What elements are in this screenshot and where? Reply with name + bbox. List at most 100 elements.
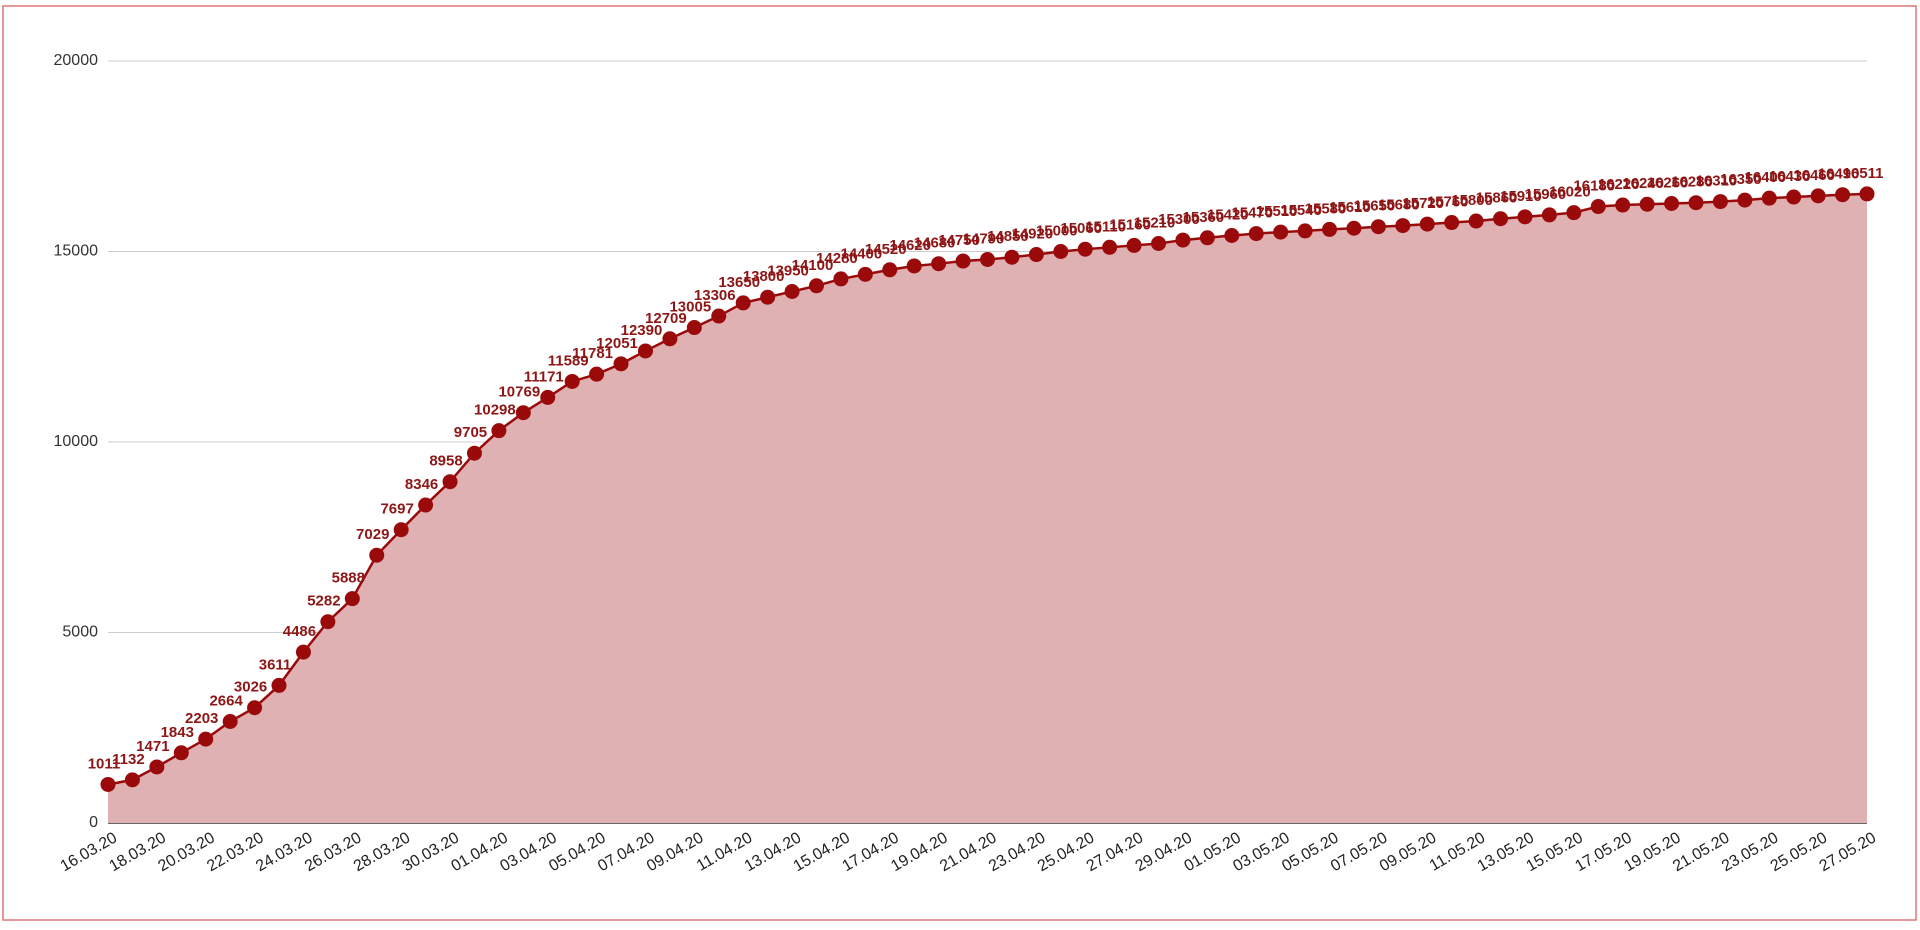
- point: [1077, 241, 1093, 257]
- point: [198, 731, 214, 747]
- data-label: 15960: [1525, 186, 1567, 203]
- data-label: 12051: [596, 335, 638, 352]
- data-label: 11589: [548, 352, 589, 369]
- point: [1273, 224, 1289, 240]
- data-label: 15110: [1085, 218, 1126, 235]
- point: [344, 591, 360, 607]
- point: [271, 677, 287, 693]
- data-label: 15060: [1060, 220, 1102, 237]
- point: [589, 366, 605, 382]
- data-label: 15470: [1231, 205, 1273, 222]
- point: [1297, 223, 1313, 239]
- point: [1395, 218, 1411, 234]
- data-label: 14100: [792, 257, 834, 274]
- data-label: 11171: [524, 368, 564, 385]
- data-label: 15420: [1207, 206, 1249, 223]
- point: [1346, 220, 1362, 236]
- point: [808, 278, 824, 294]
- point: [735, 295, 751, 311]
- y-tick-label: 0: [89, 814, 98, 831]
- point: [613, 356, 629, 372]
- point: [466, 445, 482, 461]
- data-label: 15860: [1476, 190, 1518, 207]
- point: [1517, 209, 1533, 225]
- data-label: 1011: [88, 755, 121, 772]
- data-label: 15540: [1280, 202, 1322, 219]
- data-label: 14400: [840, 245, 882, 262]
- point: [564, 373, 580, 389]
- y-tick-label: 20000: [54, 52, 99, 69]
- point: [1590, 199, 1606, 215]
- data-label: 7697: [380, 501, 413, 518]
- data-label: 16430: [1769, 168, 1811, 185]
- point: [931, 256, 947, 272]
- x-tick-label: 09.05.20: [1377, 829, 1440, 875]
- point: [1664, 195, 1680, 211]
- data-label: 15510: [1256, 203, 1298, 220]
- point: [637, 343, 653, 359]
- data-label: 14280: [816, 250, 858, 267]
- point: [1835, 187, 1851, 203]
- point: [1615, 197, 1631, 213]
- data-label: 3611: [259, 656, 292, 673]
- point: [369, 547, 385, 563]
- data-label: 16020: [1549, 184, 1591, 201]
- data-label: 15760: [1427, 194, 1469, 211]
- point: [295, 644, 311, 660]
- data-label: 10298: [474, 402, 516, 419]
- data-label: 15910: [1500, 188, 1542, 205]
- point: [1004, 249, 1020, 265]
- data-label: 16280: [1671, 174, 1713, 191]
- point: [149, 759, 165, 775]
- point: [711, 308, 727, 324]
- data-label: 14920: [1012, 226, 1054, 243]
- point: [515, 405, 531, 421]
- data-label: 1843: [161, 724, 194, 741]
- point: [1028, 247, 1044, 263]
- data-label: 16400: [1744, 169, 1786, 186]
- data-label: 5888: [332, 570, 365, 587]
- data-label: 16511: [1843, 165, 1884, 182]
- point: [1786, 189, 1802, 205]
- data-label: 13650: [718, 274, 760, 291]
- data-label: 16260: [1647, 174, 1689, 191]
- data-label: 16240: [1622, 175, 1664, 192]
- data-label: 3026: [234, 679, 267, 696]
- data-label: 4486: [283, 623, 316, 640]
- data-label: 11781: [572, 345, 613, 362]
- point: [1810, 188, 1826, 204]
- point: [320, 614, 336, 630]
- point: [1639, 196, 1655, 212]
- point: [760, 289, 776, 305]
- data-label: 15300: [1158, 211, 1200, 228]
- point: [784, 284, 800, 300]
- data-label: 1471: [136, 738, 169, 755]
- point: [393, 522, 409, 538]
- point: [1761, 190, 1777, 206]
- point: [1126, 237, 1142, 253]
- point: [1737, 192, 1753, 208]
- point: [1566, 205, 1582, 221]
- data-label: 15650: [1354, 198, 1396, 215]
- point: [1224, 227, 1240, 243]
- point: [955, 253, 971, 269]
- point: [833, 271, 849, 287]
- point: [882, 262, 898, 278]
- data-label: 16490: [1818, 166, 1860, 183]
- y-tick-label: 10000: [54, 433, 99, 450]
- point: [1322, 221, 1338, 237]
- point: [1151, 235, 1167, 251]
- data-label: 14750: [938, 232, 980, 249]
- point: [1248, 226, 1264, 242]
- data-label: 13800: [743, 268, 785, 285]
- data-label: 15000: [1036, 222, 1078, 239]
- data-label: 14620: [889, 237, 931, 254]
- point: [442, 474, 458, 490]
- data-label: 2664: [209, 692, 243, 709]
- data-label: 14850: [987, 228, 1029, 245]
- point: [1859, 186, 1875, 202]
- point: [1688, 195, 1704, 211]
- data-label: 15160: [1109, 216, 1151, 233]
